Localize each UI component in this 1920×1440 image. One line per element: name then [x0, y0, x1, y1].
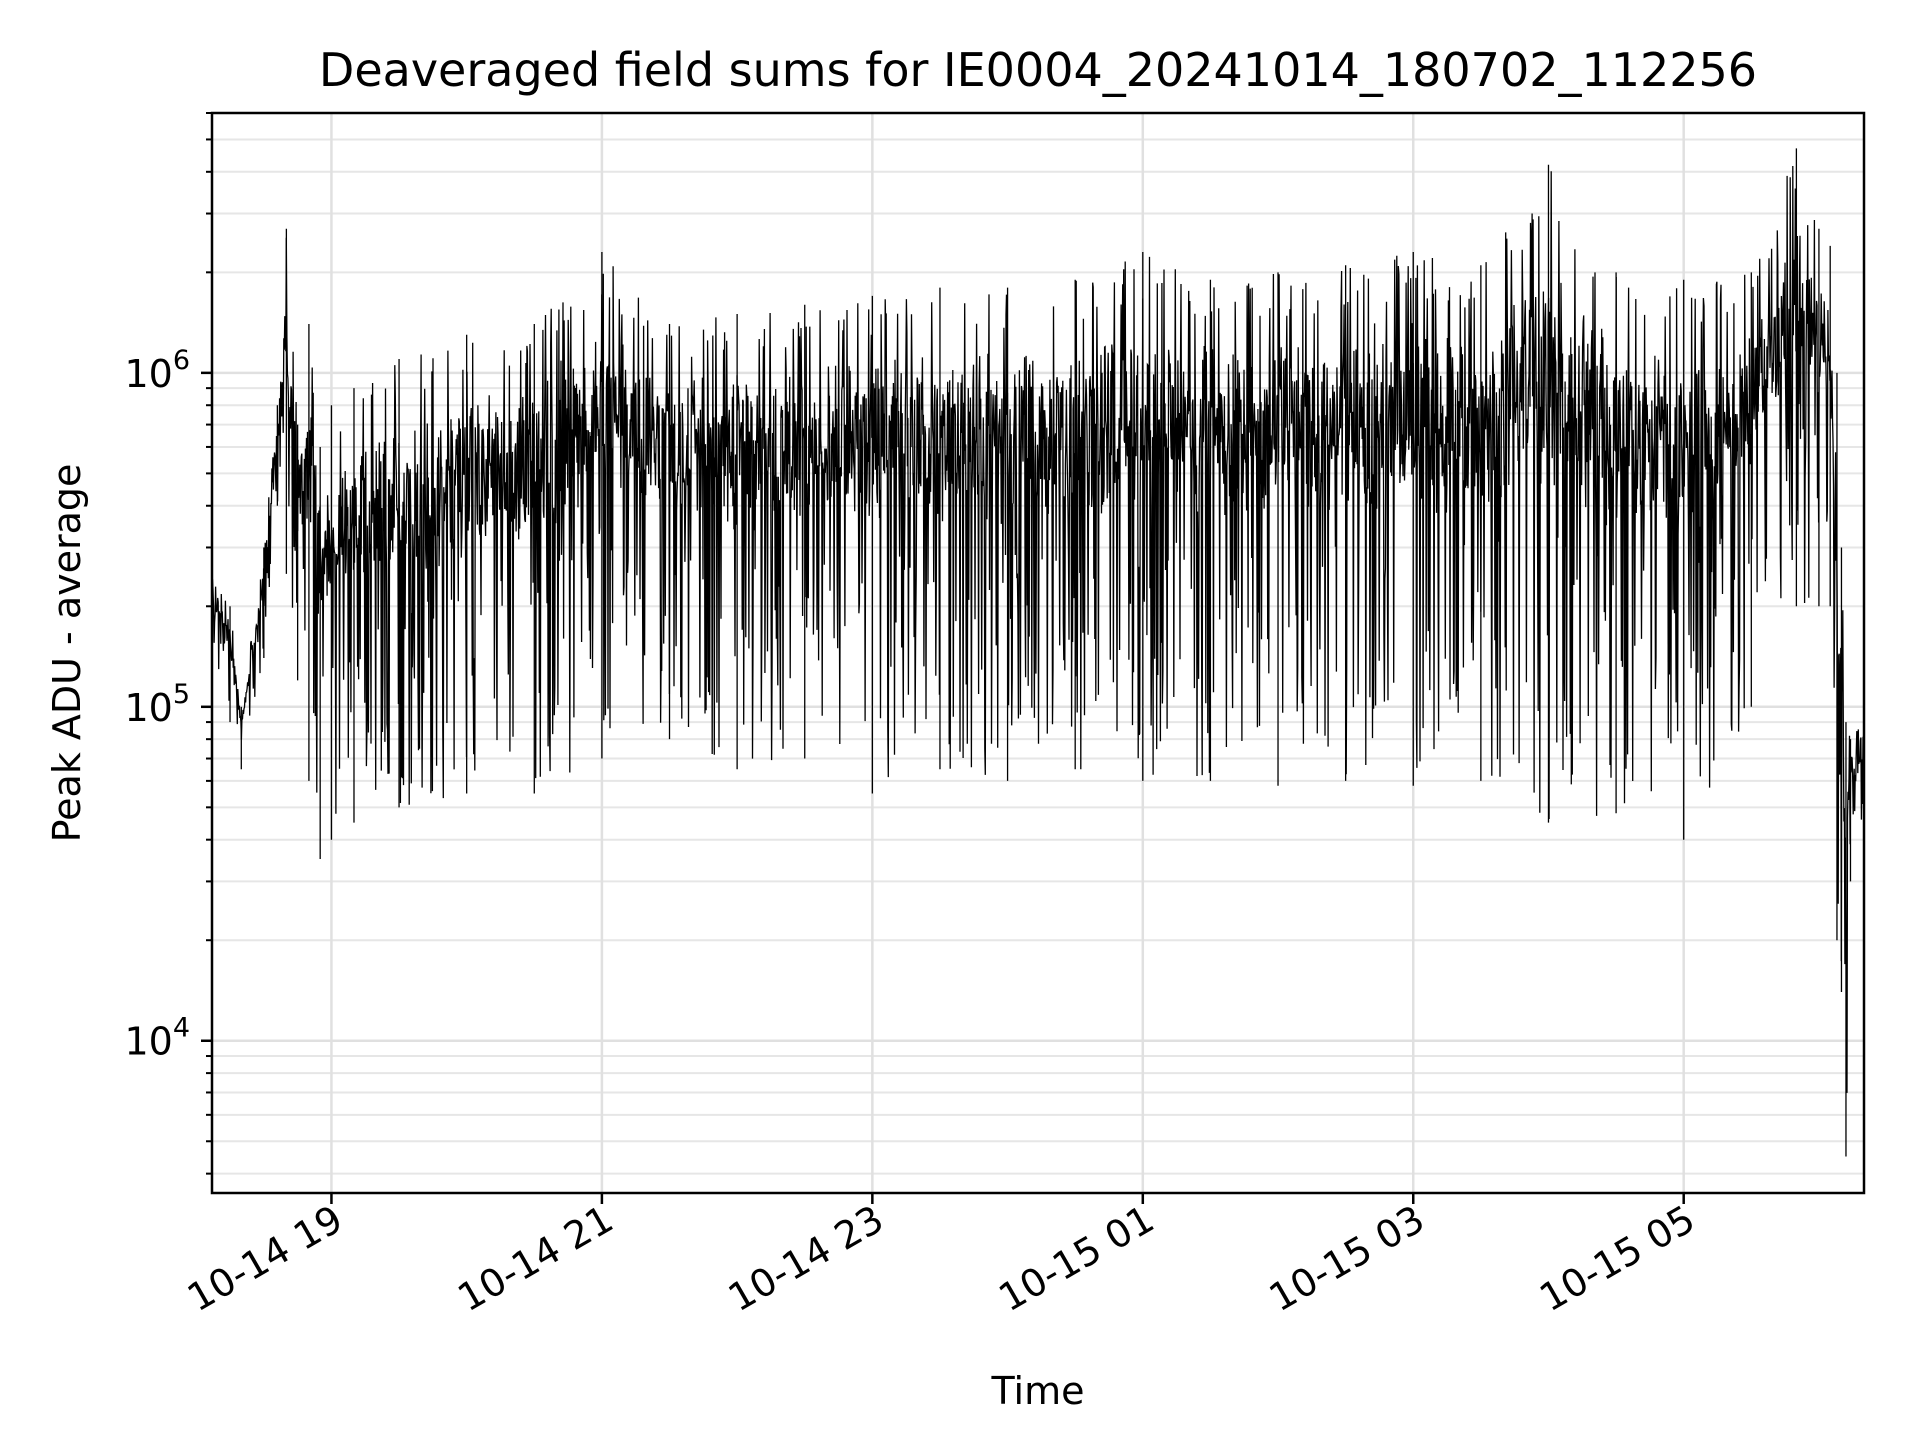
x-axis-label: Time — [991, 1369, 1085, 1413]
series-line — [211, 148, 1865, 1157]
y-axis: 104 105 106 — [124, 112, 212, 1175]
y-tick-label: 106 — [124, 345, 190, 396]
series-line-path — [211, 165, 1865, 1093]
y-tick-label: 104 — [124, 1013, 190, 1064]
plot-frame — [210, 111, 1866, 1195]
chart-title: Deaveraged field sums for IE0004_2024101… — [319, 43, 1757, 97]
y-axis-label: Peak ADU - average — [45, 464, 89, 843]
y-tick-label: 105 — [124, 679, 190, 730]
